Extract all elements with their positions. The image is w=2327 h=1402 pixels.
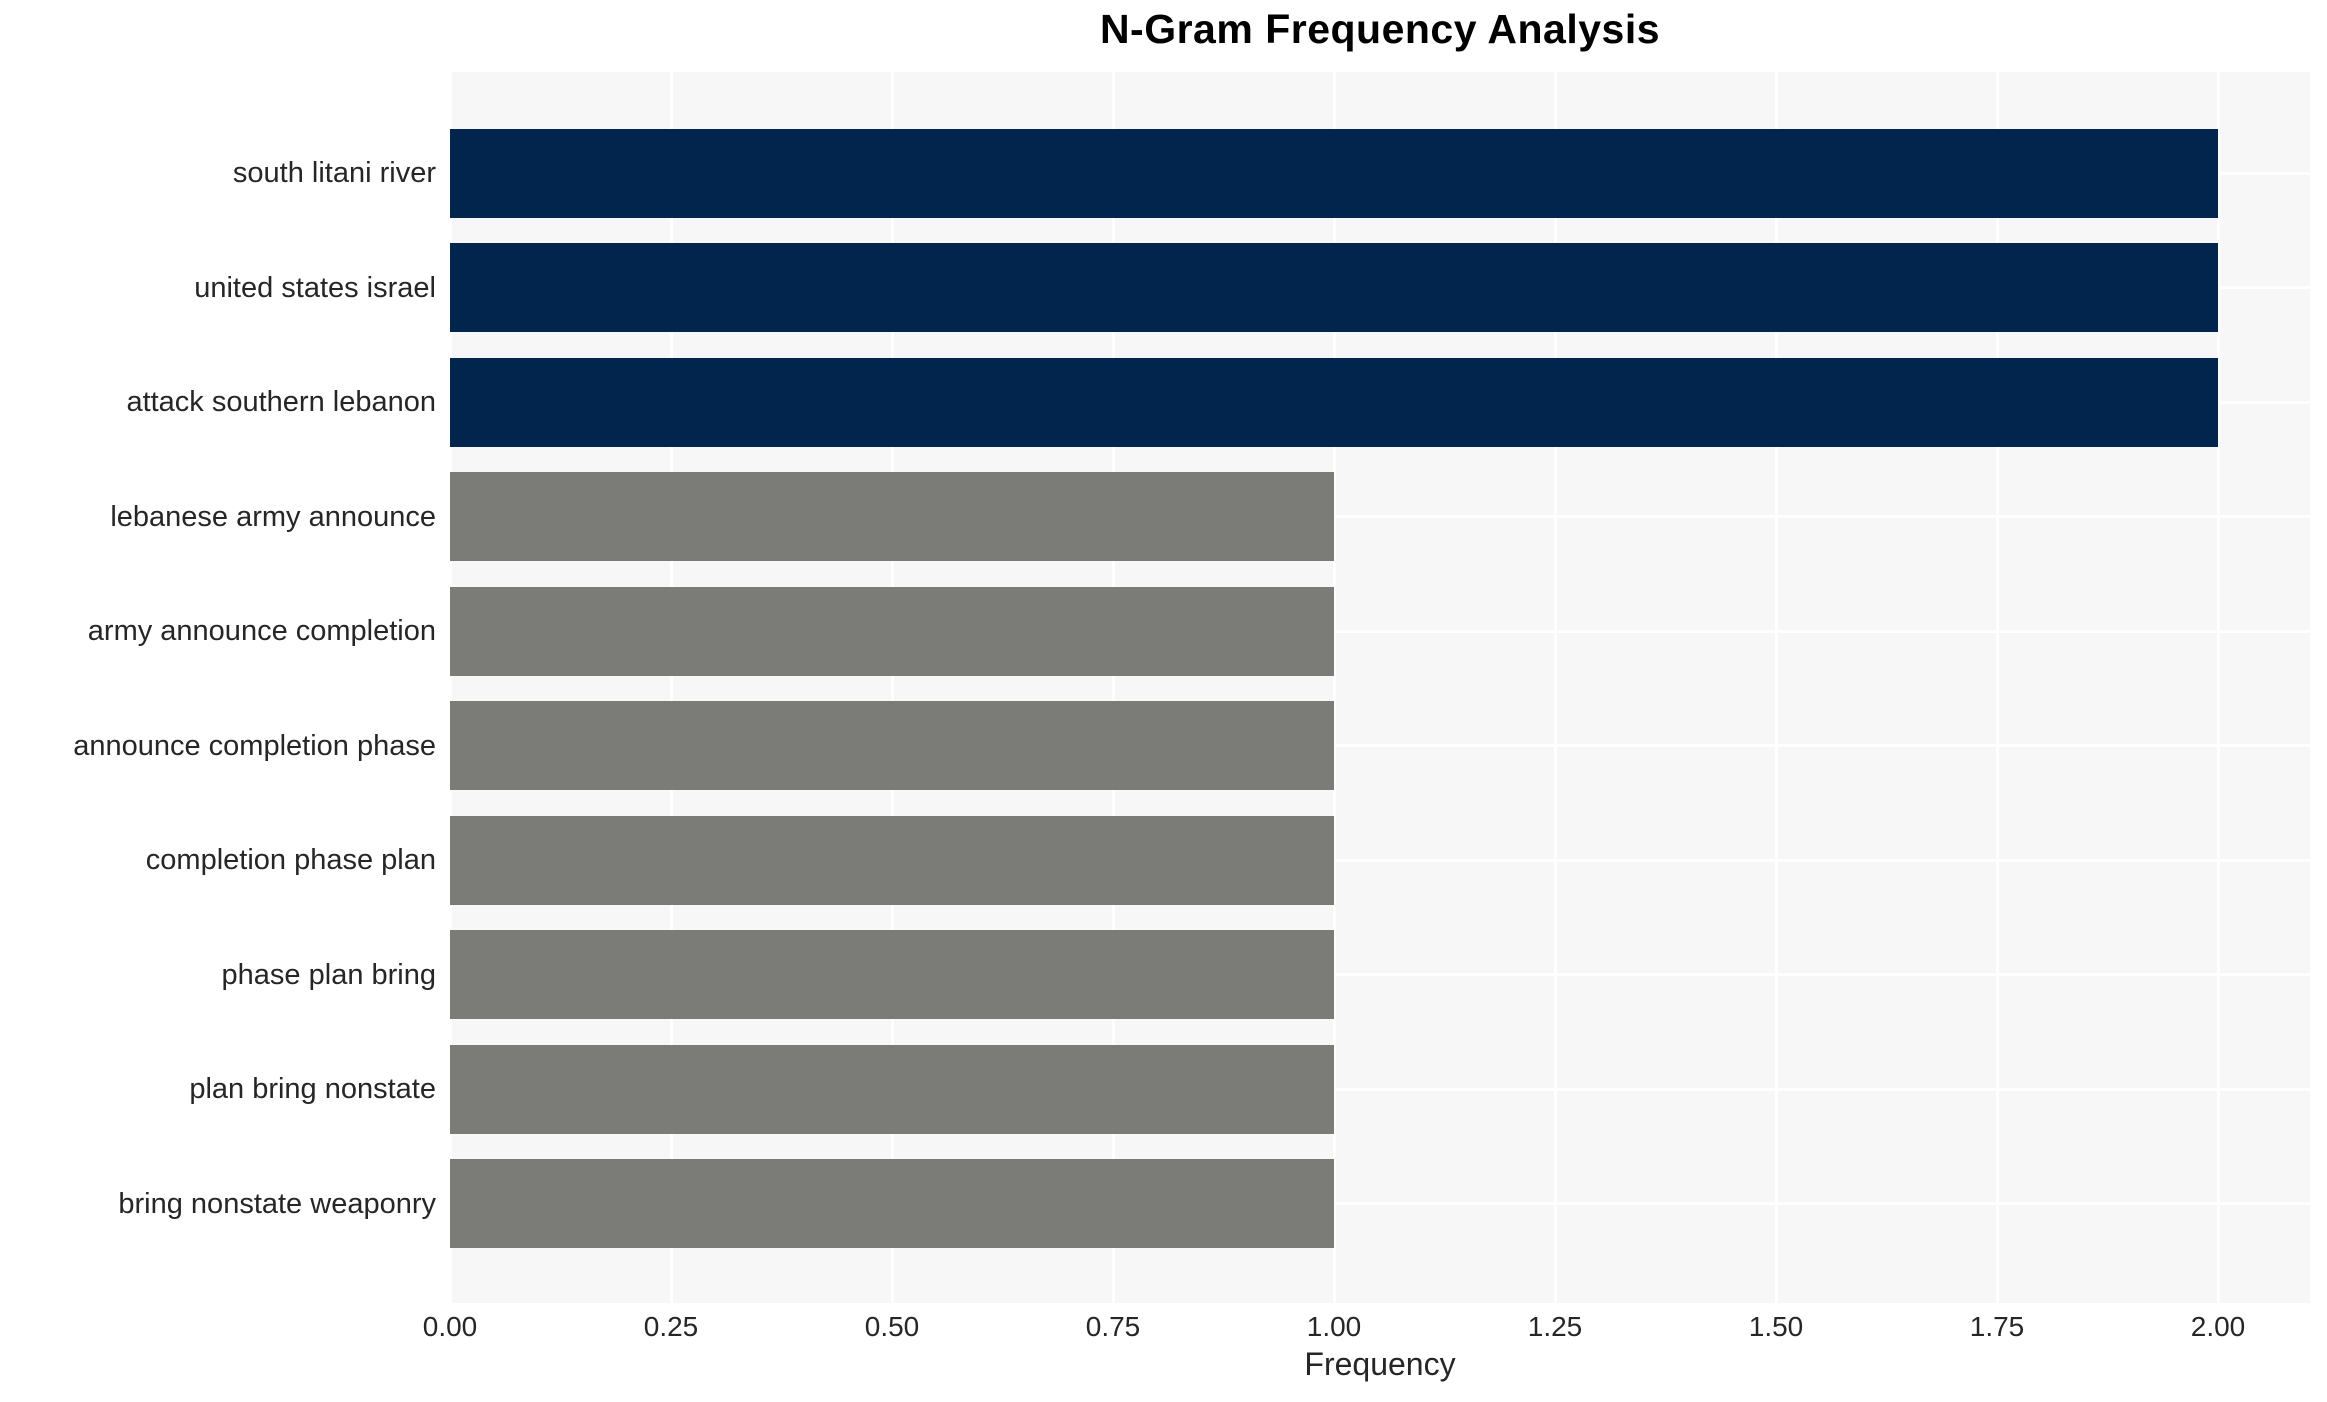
y-axis-label: bring nonstate weaponry xyxy=(118,1187,436,1220)
gridline-vertical xyxy=(448,72,452,1303)
gridline-horizontal xyxy=(450,1202,2310,1205)
gridline-vertical xyxy=(2216,72,2220,1303)
gridline-vertical xyxy=(1995,72,1999,1303)
bar-bring-nonstate-weaponry xyxy=(450,1159,1334,1248)
gridline-horizontal xyxy=(450,515,2310,518)
bar-announce-completion-phase xyxy=(450,701,1334,790)
gridline-horizontal xyxy=(450,1087,2310,1091)
y-axis-label: attack southern lebanon xyxy=(126,386,436,418)
bar-united-states-israel xyxy=(450,243,2218,332)
x-tick-label: 2.00 xyxy=(2190,1311,2246,1342)
gridline-horizontal xyxy=(450,973,2310,976)
gridline-horizontal xyxy=(450,629,2310,633)
x-tick-label: 1.75 xyxy=(1969,1311,2025,1342)
bar-phase-plan-bring xyxy=(450,930,1334,1019)
bar-lebanese-army-announce xyxy=(450,472,1334,561)
gridline-horizontal xyxy=(450,744,2310,747)
gridline-vertical xyxy=(1111,72,1115,1303)
bar-attack-southern-lebanon xyxy=(450,357,2218,447)
gridline-vertical xyxy=(890,72,894,1303)
gridline-vertical xyxy=(1332,72,1336,1303)
gridline-vertical xyxy=(669,72,673,1303)
bar-south-litani-river xyxy=(450,128,2218,218)
x-tick-label: 1.25 xyxy=(1527,1311,1583,1342)
gridline-vertical xyxy=(1774,72,1778,1303)
y-axis-label: south litani river xyxy=(232,157,436,189)
y-axis-label: completion phase plan xyxy=(145,844,436,876)
bar-plan-bring-nonstate xyxy=(450,1044,1334,1134)
y-axis-label: announce completion phase xyxy=(73,729,436,762)
chart-title: N-Gram Frequency Analysis xyxy=(1099,6,1661,52)
y-axis-label: united states israel xyxy=(194,271,436,304)
x-tick-label: 1.50 xyxy=(1748,1311,1804,1342)
bar-completion-phase-plan xyxy=(450,815,1334,905)
x-tick-label: 1.00 xyxy=(1306,1311,1362,1342)
plot-area xyxy=(448,72,2310,1303)
gridline-horizontal xyxy=(450,858,2310,862)
x-tick-label: 0.75 xyxy=(1085,1311,1141,1342)
bar-army-announce-completion xyxy=(450,586,1334,676)
x-axis-title: Frequency xyxy=(1304,1346,1456,1382)
x-tick-label: 0.00 xyxy=(422,1311,478,1342)
x-tick-label: 0.25 xyxy=(643,1311,699,1342)
x-tick-label: 0.50 xyxy=(864,1311,920,1342)
y-axis-label: phase plan bring xyxy=(221,958,436,991)
gridline-vertical xyxy=(1553,72,1557,1303)
y-axis-label: plan bring nonstate xyxy=(189,1073,436,1105)
y-axis-label: army announce completion xyxy=(87,615,436,647)
y-axis-label: lebanese army announce xyxy=(110,500,436,533)
